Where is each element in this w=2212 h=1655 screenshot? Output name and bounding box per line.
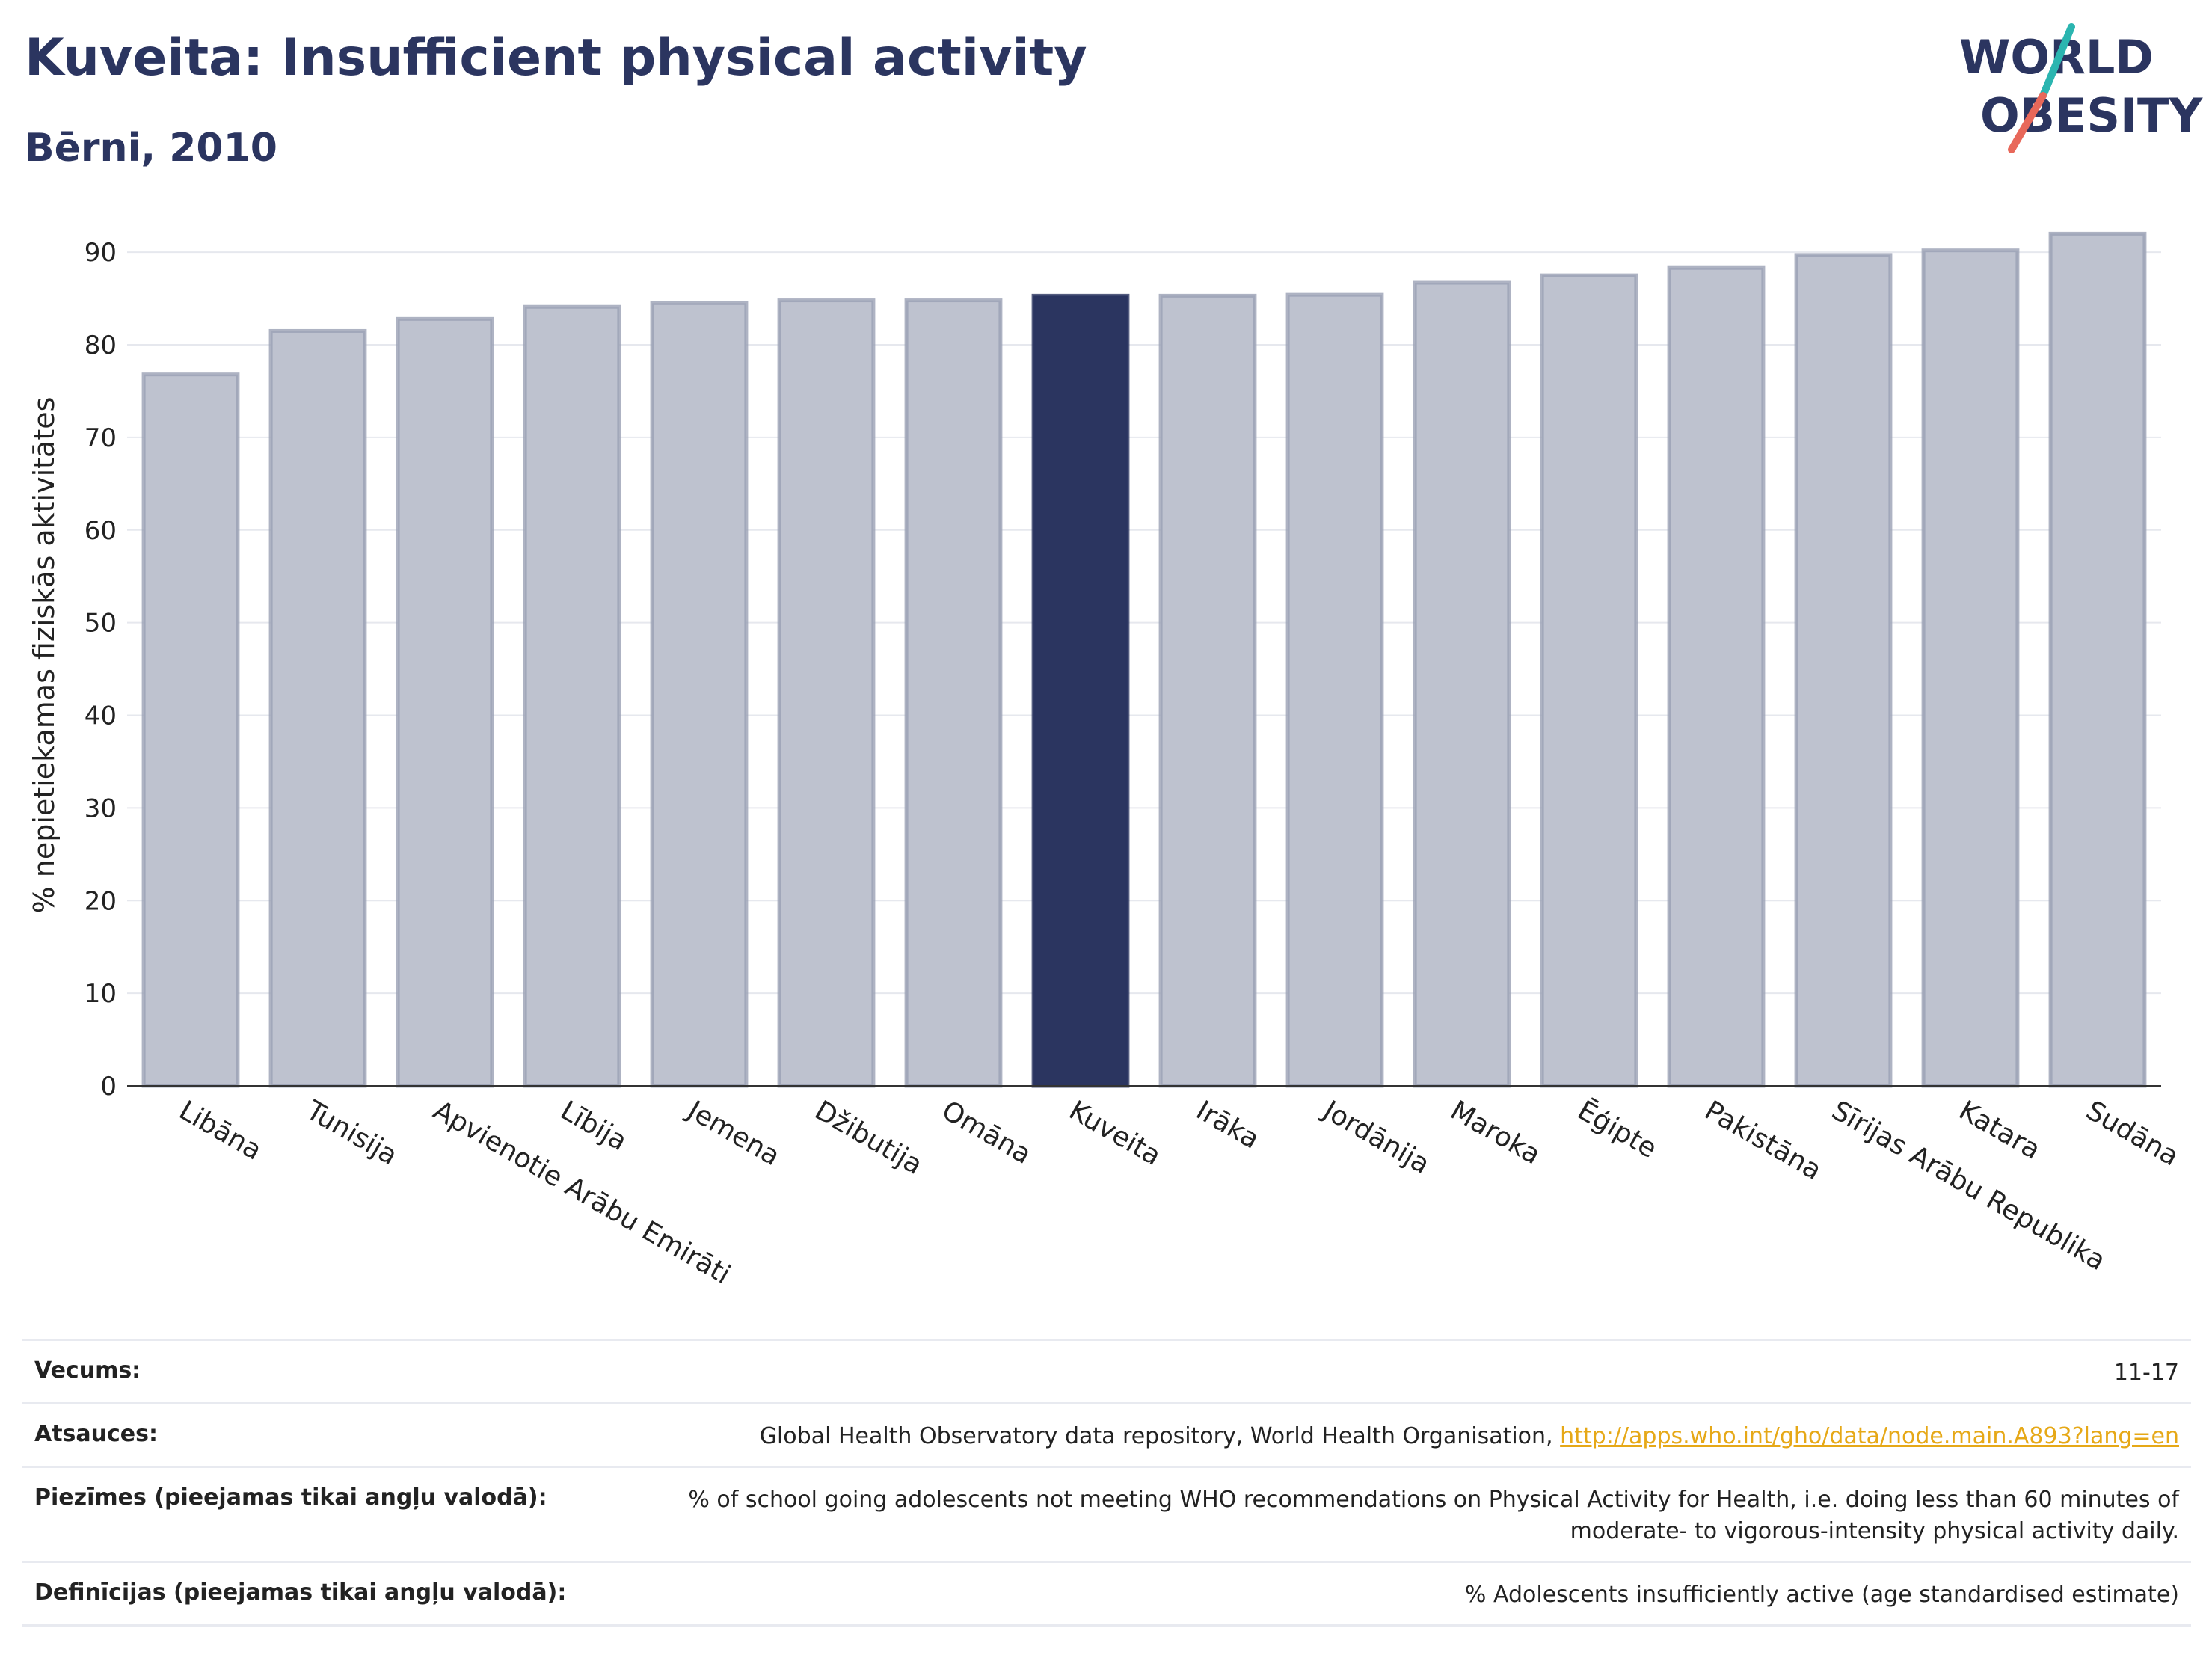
y-tick-label: 50: [85, 609, 117, 639]
y-tick-label: 60: [85, 516, 117, 546]
bar-1: [268, 328, 367, 1088]
info-value-notes: % of school going adolescents not meetin…: [688, 1487, 2179, 1544]
x-tick-label: Kuveita: [1064, 1095, 1167, 1172]
info-label-sources: Atsauces:: [34, 1421, 158, 1447]
bar-5: [777, 298, 876, 1088]
bar-12: [1667, 265, 1766, 1088]
info-row-definitions: Definīcijas (pieejamas tikai angļu valod…: [22, 1561, 2191, 1627]
info-label-definitions: Definīcijas (pieejamas tikai angļu valod…: [34, 1579, 567, 1606]
chart-title: Kuveita: Insufficient physical activity: [25, 28, 1087, 87]
logo-slash-teal: [2039, 23, 2075, 99]
x-tick-label: Pakistāna: [1700, 1095, 1827, 1186]
x-tick-label: Lībija: [556, 1095, 633, 1157]
y-tick-label: 80: [85, 331, 117, 360]
x-tick-label: Džibutija: [810, 1095, 928, 1181]
bar-13: [1794, 253, 1893, 1088]
bar-4: [650, 301, 749, 1088]
y-tick-label: 10: [85, 979, 117, 1009]
logo-slash-red: [2008, 92, 2047, 153]
y-tick-label: 30: [85, 793, 117, 823]
y-tick-label: 90: [85, 238, 117, 268]
bar-8: [1158, 293, 1257, 1088]
y-tick-label: 0: [100, 1072, 117, 1102]
bar-9: [1285, 292, 1384, 1088]
bar-0: [141, 372, 240, 1088]
x-tick-label: Irāka: [1191, 1095, 1265, 1155]
y-axis-title: % nepietiekamas fiziskās aktivitātes: [28, 397, 61, 914]
x-tick-label: Jordānija: [1317, 1094, 1435, 1180]
x-tick-label: Sudāna: [2081, 1095, 2184, 1172]
y-axis-ticks: 0 10 20 30 40 50 60 70 80 90: [85, 238, 117, 1102]
x-tick-label: Katara: [1954, 1095, 2046, 1166]
info-value-age: 11-17: [2113, 1360, 2179, 1386]
x-tick-label: Ēģipte: [1573, 1095, 1662, 1164]
bar-11: [1540, 273, 1638, 1088]
info-row-notes: Piezīmes (pieejamas tikai angļu valodā):…: [22, 1466, 2191, 1561]
bar-15: [2048, 231, 2147, 1088]
world-obesity-logo[interactable]: WORLD OBESITY: [1959, 21, 2206, 156]
x-tick-label: Omāna: [937, 1095, 1036, 1170]
bar-14: [1921, 248, 2020, 1088]
info-row-age: Vecums: 11-17: [22, 1339, 2191, 1402]
bar-10: [1413, 280, 1511, 1088]
x-axis-labels: Libāna Tunisija Apvienotie Arābu EmirātiLī…: [174, 1094, 2184, 1290]
source-text: Global Health Observatory data repositor…: [759, 1423, 1553, 1449]
info-label-age: Vecums:: [34, 1357, 141, 1384]
bar-7: [1031, 293, 1130, 1088]
bar-2: [396, 316, 494, 1088]
y-tick-label: 70: [85, 423, 117, 453]
x-tick-label: Maroka: [1446, 1095, 1546, 1170]
info-value-definitions: % Adolescents insufficiently active (age…: [1464, 1582, 2179, 1608]
chart-subtitle: Bērni, 2010: [25, 126, 277, 171]
info-value-sources: Global Health Observatory data repositor…: [158, 1421, 2179, 1452]
info-table: Vecums: 11-17 Atsauces: Global Health Ob…: [22, 1339, 2191, 1627]
x-tick-label: Tunisija: [301, 1095, 403, 1171]
y-tick-label: 20: [85, 886, 117, 916]
bars: [141, 231, 2147, 1088]
info-label-notes: Piezīmes (pieejamas tikai angļu valodā):: [34, 1484, 547, 1511]
x-tick-label: Libāna: [174, 1095, 267, 1166]
bar-6: [904, 298, 1003, 1088]
bar-3: [523, 304, 621, 1088]
y-tick-label: 40: [85, 701, 117, 731]
source-link[interactable]: http://apps.who.int/gho/data/node.main.A…: [1560, 1423, 2179, 1449]
info-row-sources: Atsauces: Global Health Observatory data…: [22, 1402, 2191, 1466]
x-tick-label: Jemena: [681, 1094, 785, 1172]
